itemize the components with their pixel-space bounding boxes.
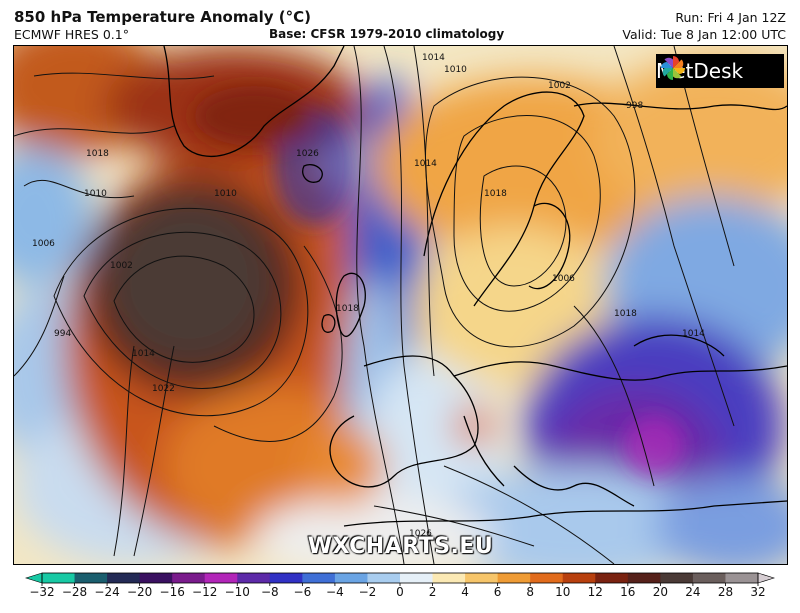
colorbar-segment	[660, 573, 694, 583]
header: 850 hPa Temperature Anomaly (°C) ECMWF H…	[0, 0, 800, 44]
colorbar-segment	[497, 573, 531, 583]
colorbar-segment	[172, 573, 206, 583]
colorbar-segment	[42, 573, 76, 583]
isobar-label: 1006	[32, 239, 55, 249]
colorbar-tick-label: 28	[717, 585, 734, 599]
colorbar-segment	[562, 573, 596, 583]
colorbar-segment	[269, 573, 303, 583]
anomaly-field-detail	[194, 86, 684, 476]
colorbar-tick-label: 20	[652, 585, 668, 599]
isobar-label: 1014	[422, 53, 445, 63]
colorbar-tick-label: −28	[61, 585, 88, 599]
colorbar: −32 −28 −24 −20 −16 −12 −10 −8 −6 −4 −2 0 2 4 6 8 10 12 16…	[0, 564, 800, 613]
metdesk-pinwheel-icon	[661, 56, 685, 80]
map-canvas: 1014 1010 1002 998 1018 1010 1026 1014 1…	[14, 46, 787, 564]
wxcharts-watermark: WXCHARTS.EU	[307, 534, 494, 559]
colorbar-tick-label: 4	[461, 585, 469, 599]
colorbar-ticks: −32 −28 −24 −20 −16 −12 −10 −8 −6 −4 −2 0 2 4 6 8 10 12 16…	[0, 585, 800, 605]
colorbar-tick-label: −4	[326, 585, 344, 599]
colorbar-tick-label: 32	[750, 585, 766, 599]
isobar-label: 1018	[336, 304, 359, 314]
valid-time-label: Valid: Tue 8 Jan 12:00 UTC	[622, 27, 786, 42]
isobar-label: 1018	[86, 149, 109, 159]
colorbar-tick-label: 6	[493, 585, 502, 599]
colorbar-segment	[302, 573, 336, 583]
isobar-label: 1010	[444, 65, 467, 75]
colorbar-tick-label: −8	[260, 585, 279, 599]
colorbar-segment	[465, 573, 499, 583]
isobar-label: 1014	[132, 349, 155, 359]
isobar-label: 994	[54, 329, 71, 339]
colorbar-segment	[367, 573, 401, 583]
colorbar-tick-label: −24	[94, 585, 120, 599]
colorbar-tick-label: 16	[620, 585, 636, 599]
metdesk-logo: MetDesk	[656, 54, 784, 88]
colorbar-tick-label: 8	[526, 585, 534, 599]
colorbar-tick-label: 2	[428, 585, 437, 599]
colorbar-tick-label: 10	[555, 585, 571, 599]
isobar-label: 998	[626, 101, 643, 111]
isobar-label: 1014	[682, 329, 705, 339]
colorbar-min-arrow	[24, 572, 43, 584]
colorbar-segment	[595, 573, 629, 583]
isobar-label: 1002	[110, 261, 133, 271]
chart-title: 850 hPa Temperature Anomaly (°C)	[14, 8, 311, 26]
isobar-label: 1002	[548, 81, 571, 91]
colorbar-tick-label: −20	[126, 585, 153, 599]
isobar-label: 1022	[152, 384, 175, 394]
isobar-label: 1026	[296, 149, 319, 159]
colorbar-segment	[204, 573, 238, 583]
colorbar-segment	[627, 573, 661, 583]
colorbar-segment	[74, 573, 108, 583]
colorbar-segment	[725, 573, 759, 583]
isobar-label: 1026	[409, 529, 432, 539]
colorbar-segment	[400, 573, 434, 583]
climatology-base-label: Base: CFSR 1979-2010 climatology	[269, 27, 505, 41]
colorbar-tick-label: −10	[224, 585, 250, 599]
isobars	[14, 46, 735, 564]
isobar-label-layer: 1014 1010 1002 998 1018 1010 1026 1014 1…	[32, 53, 705, 539]
colorbar-tick-label: 24	[685, 585, 701, 599]
colorbar-tick-label: 0	[396, 585, 404, 599]
colorbar-tick-label: −12	[192, 585, 218, 599]
isobar-label: 1006	[552, 274, 575, 284]
isobar-label: 1018	[484, 189, 507, 199]
isobar-label: 1010	[84, 189, 107, 199]
run-time-label: Run: Fri 4 Jan 12Z	[675, 10, 786, 25]
colorbar-tick-label: −6	[293, 585, 312, 599]
colorbar-tick-label: −16	[159, 585, 185, 599]
colorbar-max-arrow	[757, 572, 776, 584]
colorbar-tick-label: −32	[29, 585, 55, 599]
coastlines	[163, 46, 787, 527]
colorbar-segment	[530, 573, 564, 583]
colorbar-segment	[432, 573, 466, 583]
model-label: ECMWF HRES 0.1°	[14, 27, 129, 42]
colorbar-segment	[139, 573, 173, 583]
isobar-label: 1018	[614, 309, 637, 319]
colorbar-tick-label: −2	[358, 585, 377, 599]
colorbar-tick-label: 12	[587, 585, 603, 599]
colorbar-segment	[107, 573, 141, 583]
anomaly-map[interactable]: 1014 1010 1002 998 1018 1010 1026 1014 1…	[13, 45, 788, 565]
isobar-label: 1014	[414, 159, 437, 169]
colorbar-segment	[692, 573, 727, 583]
isobar-label: 1010	[214, 189, 237, 199]
colorbar-segment	[334, 573, 369, 583]
colorbar-segment	[237, 573, 271, 583]
colorbar-scale	[24, 572, 776, 586]
